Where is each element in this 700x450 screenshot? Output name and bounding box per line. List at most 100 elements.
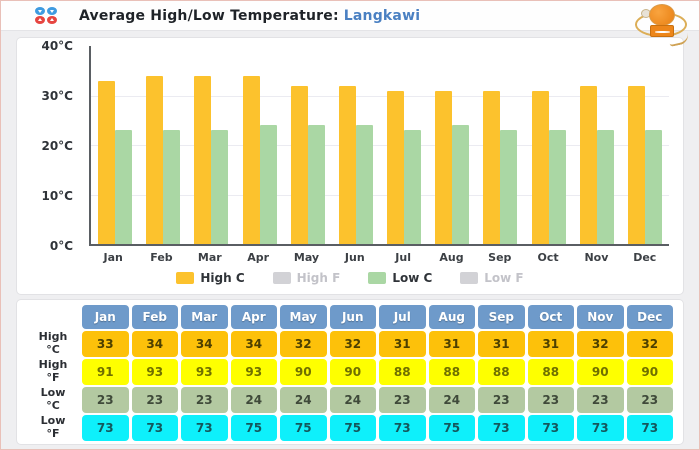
cell-high-c-jun: 32 <box>329 331 376 357</box>
bar-group-jan <box>91 46 139 244</box>
bar-high-c-apr[interactable] <box>242 75 260 244</box>
x-tick-aug: Aug <box>439 251 464 264</box>
cell-high-c-feb: 34 <box>131 331 178 357</box>
x-tick-mar: Mar <box>197 251 222 264</box>
high-temp-dot-icon <box>35 7 45 15</box>
bar-low-c-apr[interactable] <box>259 125 277 244</box>
col-header-feb: Feb <box>131 305 178 329</box>
cell-high-f-dec: 90 <box>626 359 673 385</box>
col-header-may: May <box>280 305 327 329</box>
legend-low-c[interactable]: Low C <box>368 271 432 285</box>
x-tick-oct: Oct <box>537 251 559 264</box>
cell-low-c-apr: 24 <box>230 387 277 413</box>
ornate-watermark-logo-icon <box>633 3 691 47</box>
bar-high-c-nov[interactable] <box>579 85 597 244</box>
x-tick-sep: Sep <box>488 251 512 264</box>
cell-low-c-sep: 23 <box>478 387 525 413</box>
cell-low-c-nov: 23 <box>577 387 624 413</box>
x-tick-jul: Jul <box>395 251 411 264</box>
gridline-30-c <box>91 95 669 97</box>
bar-group-mar <box>187 46 235 244</box>
cell-high-c-jan: 33 <box>82 331 129 357</box>
logo-banner <box>650 25 674 37</box>
bar-group-feb <box>139 46 187 244</box>
cell-low-f-apr: 75 <box>230 415 277 441</box>
chart-legend: High C High F Low C Low F <box>17 271 683 285</box>
legend-label-low-f: Low F <box>484 271 524 285</box>
col-header-aug: Aug <box>428 305 475 329</box>
cell-high-f-jun: 90 <box>329 359 376 385</box>
bar-high-c-jan[interactable] <box>98 80 116 244</box>
gridline-10-c <box>91 194 669 196</box>
cell-high-c-mar: 34 <box>181 331 228 357</box>
temperature-chart-card: 40°C 30°C 20°C 10°C 0°C Jan Feb Mar Apr May Jun Ju… <box>16 37 684 295</box>
bar-low-c-may[interactable] <box>307 125 325 244</box>
cell-high-f-feb: 93 <box>131 359 178 385</box>
col-header-dec: Dec <box>626 305 673 329</box>
legend-low-f[interactable]: Low F <box>460 271 524 285</box>
bar-high-c-may[interactable] <box>290 85 308 244</box>
bar-low-c-feb[interactable] <box>163 130 181 244</box>
x-tick-jun: Jun <box>344 251 365 264</box>
bar-group-sep <box>476 46 524 244</box>
cell-high-f-apr: 93 <box>230 359 277 385</box>
bar-low-c-dec[interactable] <box>644 130 662 244</box>
bar-high-c-sep[interactable] <box>483 90 501 244</box>
bar-group-nov <box>573 46 621 244</box>
bar-high-c-feb[interactable] <box>146 75 164 244</box>
bar-low-c-mar[interactable] <box>211 130 229 244</box>
legend-swatch-high-f <box>272 272 291 284</box>
bar-group-oct <box>525 46 573 244</box>
location-link[interactable]: Langkawi <box>343 7 421 24</box>
cell-low-c-mar: 23 <box>181 387 228 413</box>
bar-high-c-jul[interactable] <box>387 90 405 244</box>
chart-title-text: Average High/Low Temperature: <box>79 7 339 24</box>
bar-low-c-oct[interactable] <box>548 130 566 244</box>
bar-high-c-oct[interactable] <box>531 90 549 244</box>
col-header-jan: Jan <box>82 305 129 329</box>
cell-high-f-sep: 88 <box>478 359 525 385</box>
plot-area <box>89 46 669 246</box>
bar-high-c-jun[interactable] <box>338 85 356 244</box>
x-tick-nov: Nov <box>584 251 609 264</box>
bar-high-c-mar[interactable] <box>194 75 212 244</box>
legend-high-c[interactable]: High C <box>176 271 245 285</box>
bar-high-c-aug[interactable] <box>435 90 453 244</box>
bar-low-c-nov[interactable] <box>596 130 614 244</box>
bar-low-c-jul[interactable] <box>404 130 422 244</box>
bar-low-c-jun[interactable] <box>355 125 373 244</box>
table-corner-cell <box>27 305 79 329</box>
legend-high-f[interactable]: High F <box>272 271 341 285</box>
header-bar: Average High/Low Temperature: Langkawi <box>1 1 699 31</box>
legend-label-high-f: High F <box>296 271 341 285</box>
x-tick-apr: Apr <box>247 251 270 264</box>
bar-low-c-jan[interactable] <box>115 130 133 244</box>
temperature-table-card: Jan Feb Mar Apr May Jun Jul Aug Sep Oct Nov Dec High… <box>16 299 684 445</box>
cell-low-c-aug: 24 <box>428 387 475 413</box>
bar-low-c-aug[interactable] <box>452 125 470 244</box>
bar-group-apr <box>236 46 284 244</box>
high-low-temps-icon <box>35 7 57 24</box>
bar-group-dec <box>621 46 669 244</box>
x-axis-labels: Jan Feb Mar Apr May Jun Jul Aug Sep Oct Nov Dec <box>89 251 669 264</box>
page-title: Average High/Low Temperature: Langkawi <box>79 8 420 24</box>
col-header-mar: Mar <box>181 305 228 329</box>
bar-group-aug <box>428 46 476 244</box>
col-header-jul: Jul <box>379 305 426 329</box>
cell-high-f-oct: 88 <box>527 359 574 385</box>
row-label-low-c: Low °C <box>40 386 66 412</box>
legend-label-high-c: High C <box>200 271 245 285</box>
bar-group-may <box>284 46 332 244</box>
col-header-sep: Sep <box>478 305 525 329</box>
cell-low-c-feb: 23 <box>131 387 178 413</box>
bars-layer <box>91 46 669 244</box>
y-tick-0-c: 0°C <box>49 239 73 253</box>
y-axis-labels: 40°C 30°C 20°C 10°C 0°C <box>17 39 81 253</box>
x-tick-dec: Dec <box>633 251 657 264</box>
row-label-high-f: High °F <box>38 358 68 384</box>
bar-low-c-sep[interactable] <box>500 130 518 244</box>
cell-high-c-sep: 31 <box>478 331 525 357</box>
bar-high-c-dec[interactable] <box>627 85 645 244</box>
col-header-jun: Jun <box>329 305 376 329</box>
